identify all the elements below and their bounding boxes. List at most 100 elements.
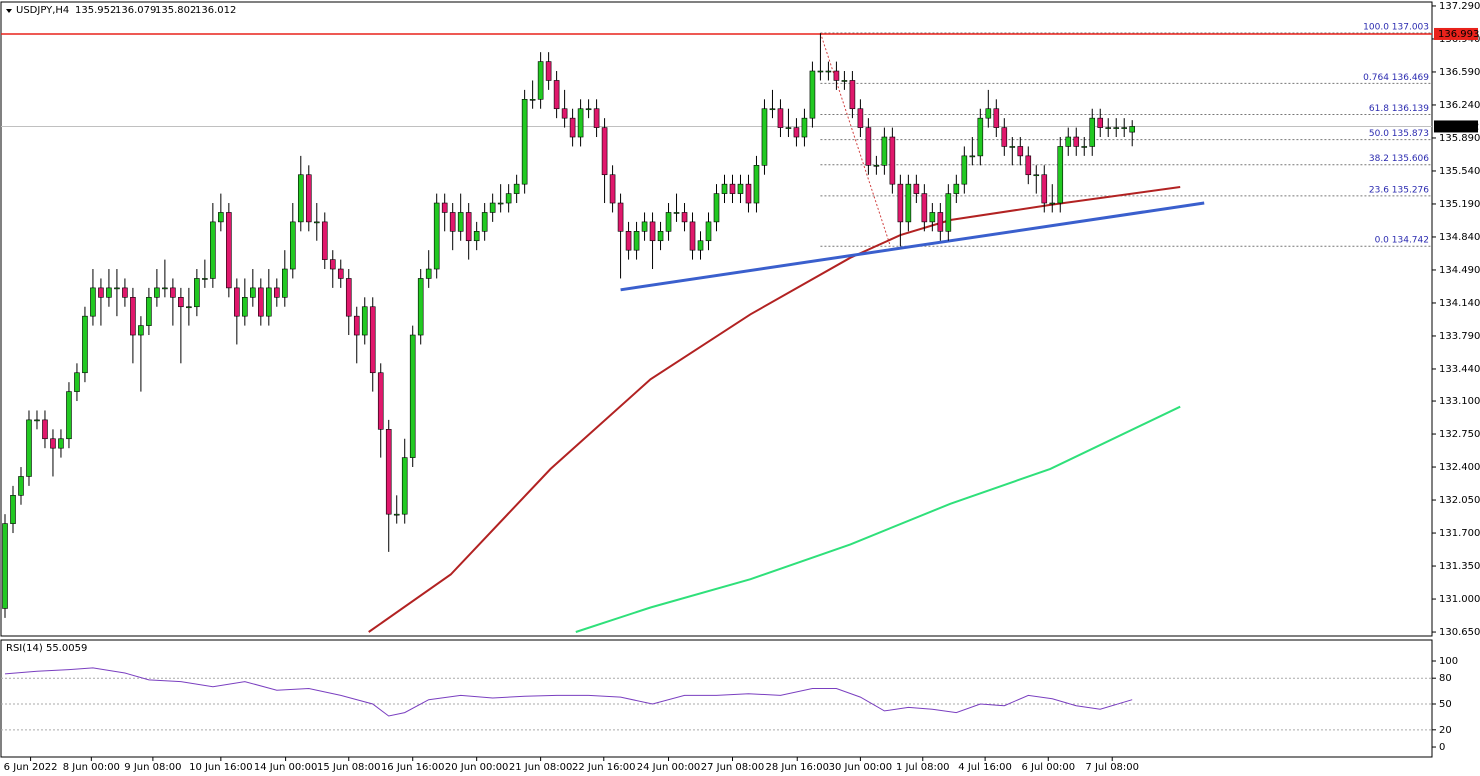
y-tick-label: 136.240	[1439, 100, 1480, 111]
x-tick-label: 28 Jun 16:00	[765, 762, 829, 773]
candle-body	[833, 70, 840, 81]
y-tick-label: 135.190	[1439, 199, 1480, 210]
candle-body	[929, 212, 936, 223]
candle-body	[1129, 126, 1136, 133]
candle-body	[114, 287, 120, 290]
candle-body	[489, 202, 496, 213]
price-frame	[0, 1, 1433, 637]
candle-body	[985, 108, 992, 119]
fib-trend	[819, 32, 891, 247]
candle-body	[857, 108, 864, 128]
candle-body	[186, 306, 192, 309]
candle-body	[282, 268, 288, 298]
candle-body	[409, 334, 416, 458]
candle-body	[905, 183, 912, 223]
y-tick-label: 134.840	[1439, 232, 1480, 243]
candle-body	[34, 419, 40, 422]
candle-body	[601, 127, 608, 176]
candle-body	[433, 202, 440, 270]
candle-body	[769, 108, 776, 111]
candle-body	[881, 136, 888, 166]
candle-body	[1105, 127, 1112, 129]
fib-label: 50.0 135.873	[1369, 129, 1429, 139]
candle-body	[593, 108, 600, 128]
candle-body	[689, 221, 696, 251]
candle-body	[274, 287, 280, 298]
candle-body	[753, 165, 760, 204]
x-tick-label: 6 Jun 2022	[4, 762, 58, 773]
candle-body	[82, 315, 88, 374]
x-tick-label: 1 Jul 08:00	[896, 762, 950, 773]
rsi-tick-label: 80	[1439, 673, 1452, 684]
candle-body	[873, 165, 880, 167]
candle-body	[633, 231, 640, 251]
y-tick-label: 133.100	[1439, 396, 1480, 407]
y-tick-label: 135.540	[1439, 166, 1480, 177]
x-tick-label: 30 Jun 00:00	[829, 762, 893, 773]
candle-body	[194, 278, 200, 308]
candle-body	[1121, 127, 1128, 129]
candle-body	[1009, 146, 1016, 148]
candle-body	[545, 61, 552, 81]
candle-body	[897, 183, 904, 223]
candle-body	[809, 70, 816, 119]
candle-body	[106, 287, 112, 298]
rsi-frame	[0, 639, 1433, 758]
candle-body	[170, 287, 176, 298]
candle-body	[98, 287, 104, 298]
candle-body	[913, 183, 920, 194]
candle-body	[705, 221, 712, 242]
candle-body	[329, 259, 336, 270]
candle-body	[649, 221, 656, 242]
candle-body	[777, 108, 784, 128]
rsi-tick-label: 100	[1439, 656, 1458, 667]
y-tick-label: 131.700	[1439, 528, 1480, 539]
x-tick-label: 21 Jun 08:00	[509, 762, 573, 773]
candle-body	[202, 278, 208, 280]
candle-body	[242, 297, 248, 317]
candle-body	[297, 174, 304, 223]
fib-label: 23.6 135.276	[1369, 185, 1429, 195]
current-price-label: 136.012	[1438, 121, 1479, 132]
candle-body	[841, 80, 848, 82]
candle-body	[729, 183, 736, 194]
candle-body	[1113, 127, 1120, 129]
y-tick-label: 137.290	[1439, 1, 1480, 12]
candle-body	[609, 174, 616, 204]
fib-label: 61.8 136.139	[1369, 104, 1429, 114]
candle-body	[481, 212, 488, 232]
candle-body	[289, 221, 296, 270]
candle-body	[785, 127, 792, 129]
candle-body	[385, 429, 392, 515]
candle-body	[473, 231, 480, 242]
candle-body	[561, 108, 568, 119]
candle-body	[146, 297, 152, 326]
candle-body	[218, 212, 224, 223]
candle-body	[90, 287, 96, 317]
candle-body	[953, 183, 960, 194]
candle-body	[337, 268, 344, 279]
candle-body	[577, 108, 584, 138]
candle-body	[465, 212, 472, 242]
candle-body	[250, 287, 256, 298]
header-open: 135.952	[75, 5, 116, 16]
candle-body	[969, 155, 976, 158]
candle-body	[2, 523, 8, 609]
candle-body	[425, 268, 432, 279]
candle-body	[993, 108, 1000, 128]
y-tick-label: 133.790	[1439, 331, 1480, 342]
candle-body	[641, 221, 648, 232]
candle-body	[154, 287, 160, 298]
y-tick-label: 132.050	[1439, 495, 1480, 506]
rsi-title: RSI(14) 55.0059	[6, 643, 87, 654]
x-tick-label: 14 Jun 00:00	[254, 762, 318, 773]
symbol: USDJPY,H4	[16, 5, 69, 16]
candle-body	[793, 127, 800, 138]
candle-body	[66, 391, 72, 440]
candle-body	[1065, 136, 1072, 147]
candle-body	[585, 108, 592, 111]
x-tick-label: 16 Jun 16:00	[381, 762, 445, 773]
candle-body	[178, 297, 184, 308]
candle-body	[210, 221, 216, 279]
candle-body	[961, 155, 968, 185]
